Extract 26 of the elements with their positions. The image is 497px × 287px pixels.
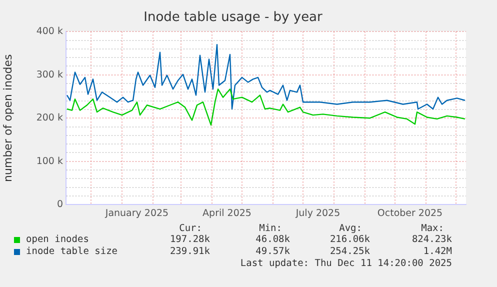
y-axis-title: number of open inodes [1, 54, 14, 182]
x-tick-label: January 2025 [104, 208, 169, 219]
text: Cur: [179, 223, 202, 234]
text: 46.08k [256, 234, 290, 245]
text: Last update: Thu Dec 11 14:20:00 2025 [240, 258, 452, 269]
legend-label: inode table size [26, 246, 118, 257]
x-tick-label: April 2025 [202, 208, 252, 219]
y-tick-label: 300 k [36, 69, 64, 80]
text: 824.23k [412, 234, 452, 245]
y-tick-label: 400 k [36, 26, 64, 38]
text: 1.42M [423, 246, 452, 257]
text: 254.25k [330, 246, 370, 257]
text: 197.28k [170, 234, 210, 245]
text: 239.91k [170, 246, 210, 257]
y-tick-label: 0 [56, 199, 63, 210]
y-tick-label: 200 k [36, 112, 64, 124]
text: 216.06k [330, 234, 370, 245]
text: Avg: [339, 223, 362, 234]
text: 49.57k [256, 246, 290, 257]
text: Min: [259, 223, 282, 234]
x-tick-label: October 2025 [377, 208, 443, 219]
y-tick-label: 100 k [36, 156, 64, 167]
chart-title: Inode table usage - by year [144, 10, 324, 26]
x-tick-label: July 2025 [294, 208, 340, 219]
legend-label: open inodes [26, 234, 89, 245]
text: Max: [421, 223, 444, 234]
